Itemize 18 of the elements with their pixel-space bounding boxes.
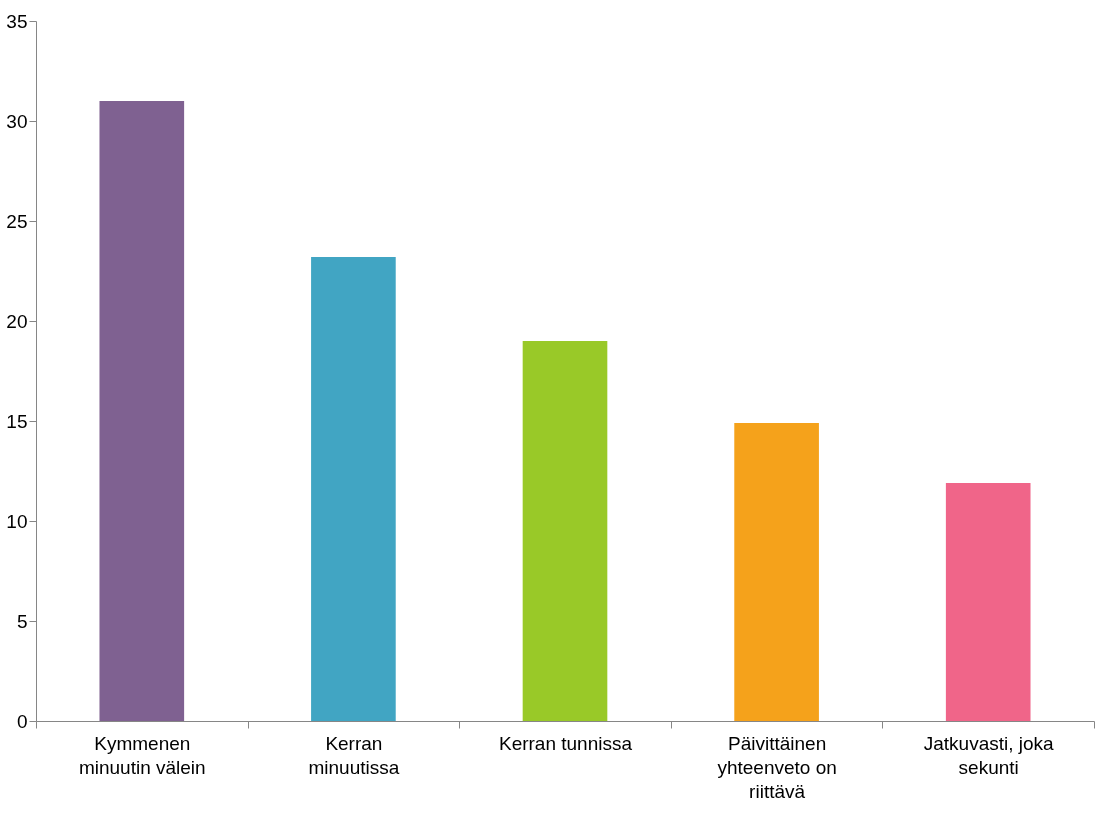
y-tick-label: 20 — [6, 310, 28, 332]
bar — [99, 101, 185, 721]
x-tick-label: Jatkuvasti, joka sekunti — [923, 732, 1055, 778]
y-tick-label: 15 — [6, 410, 28, 432]
bar — [734, 423, 819, 721]
y-tick-label: 25 — [6, 210, 28, 232]
y-tick-label: 35 — [6, 10, 28, 32]
y-tick-label: 0 — [16, 710, 28, 732]
y-tick-label: 30 — [6, 110, 28, 132]
bar — [311, 257, 396, 721]
bar — [945, 483, 1031, 721]
x-tick-label: Kerran minuutissa — [308, 732, 400, 778]
x-tick-label: Päivittäinen yhteenveto on riittävä — [717, 732, 837, 802]
y-tick-label: 5 — [16, 610, 28, 632]
x-tick-label: Kerran tunnissa — [498, 732, 633, 754]
bar — [522, 341, 608, 721]
x-tick-label: Kymmenen minuutin välein — [78, 732, 206, 778]
y-tick-label: 10 — [6, 510, 28, 532]
